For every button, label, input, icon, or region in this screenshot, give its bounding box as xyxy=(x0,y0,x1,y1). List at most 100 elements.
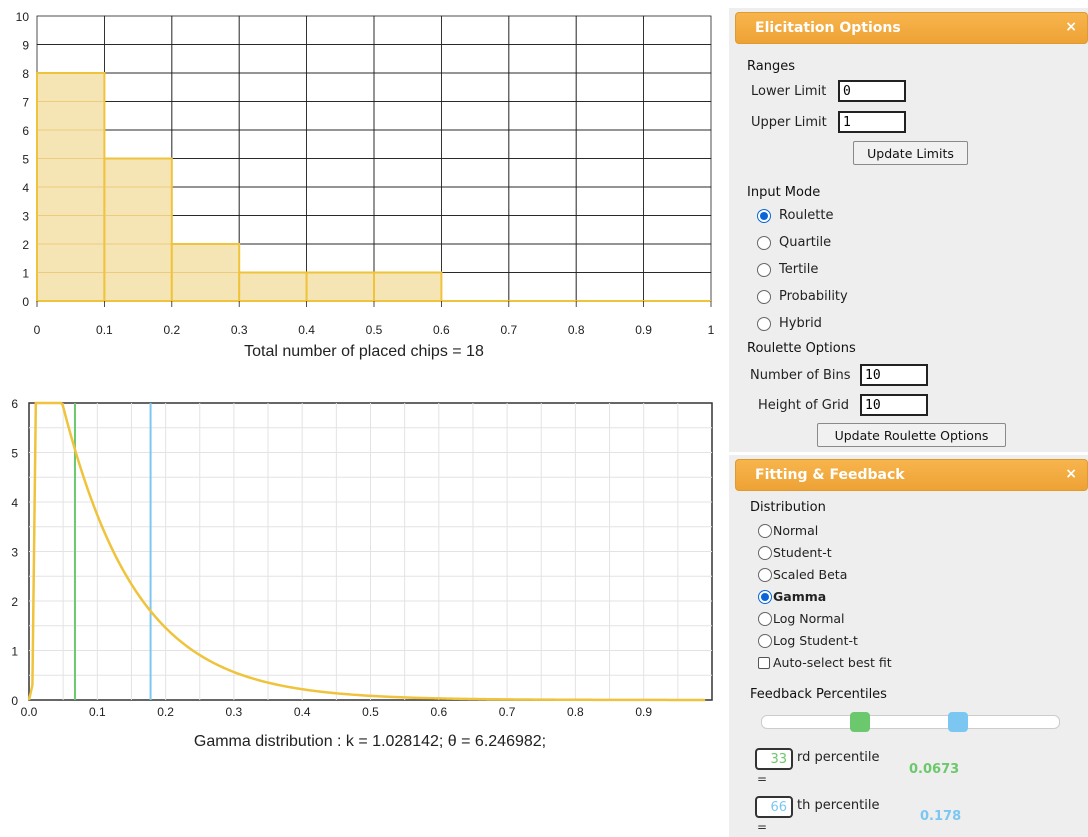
roulette-grid-cell[interactable] xyxy=(508,186,577,216)
roulette-grid-cell[interactable] xyxy=(373,215,442,245)
roulette-grid-cell[interactable] xyxy=(171,44,240,74)
roulette-grid-cell[interactable] xyxy=(440,44,510,74)
roulette-grid-cell[interactable] xyxy=(508,101,577,131)
roulette-grid-cell[interactable] xyxy=(440,243,510,273)
roulette-grid-cell[interactable] xyxy=(306,72,375,102)
roulette-grid-cell[interactable] xyxy=(306,158,375,188)
roulette-grid-cell[interactable] xyxy=(575,129,645,159)
number-of-bins-input[interactable] xyxy=(860,364,928,386)
roulette-grid-cell[interactable] xyxy=(440,15,510,45)
roulette-grid-cell[interactable] xyxy=(373,129,442,159)
roulette-grid-cell[interactable] xyxy=(238,158,307,188)
roulette-grid-cell[interactable] xyxy=(508,272,577,302)
roulette-grid-cell[interactable] xyxy=(575,243,645,273)
roulette-grid-cell[interactable] xyxy=(643,215,712,245)
upper-limit-input[interactable] xyxy=(838,111,906,133)
roulette-grid-cell[interactable] xyxy=(306,101,375,131)
roulette-grid-cell[interactable] xyxy=(643,101,712,131)
roulette-grid-cell[interactable] xyxy=(104,15,173,45)
roulette-grid-cell[interactable] xyxy=(440,272,510,302)
mode-radio-quartile[interactable] xyxy=(757,236,771,250)
roulette-grid-cell[interactable] xyxy=(643,72,712,102)
roulette-grid-cell[interactable] xyxy=(306,186,375,216)
percentile-low-handle[interactable] xyxy=(849,712,870,732)
roulette-grid-cell[interactable] xyxy=(171,215,240,245)
roulette-grid-cell[interactable] xyxy=(575,72,645,102)
percentile-2-input[interactable] xyxy=(755,796,793,818)
roulette-grid-cell[interactable] xyxy=(373,243,442,273)
roulette-grid-cell[interactable] xyxy=(238,72,307,102)
roulette-grid-cell[interactable] xyxy=(171,158,240,188)
roulette-grid-cell[interactable] xyxy=(440,158,510,188)
roulette-grid-cell[interactable] xyxy=(171,72,240,102)
roulette-grid-cell[interactable] xyxy=(373,15,442,45)
roulette-grid-cell[interactable] xyxy=(373,158,442,188)
fitting-feedback-header[interactable]: Fitting & Feedback × xyxy=(735,459,1088,491)
roulette-grid-cell[interactable] xyxy=(171,15,240,45)
mode-radio-probability[interactable] xyxy=(757,290,771,304)
roulette-grid-cell[interactable] xyxy=(508,158,577,188)
roulette-grid-cell[interactable] xyxy=(508,129,577,159)
percentile-1-input[interactable] xyxy=(755,748,793,770)
close-icon[interactable]: × xyxy=(1065,19,1077,35)
roulette-grid-cell[interactable] xyxy=(643,129,712,159)
roulette-grid-cell[interactable] xyxy=(373,72,442,102)
roulette-grid-cell[interactable] xyxy=(238,15,307,45)
roulette-grid-cell[interactable] xyxy=(575,215,645,245)
roulette-grid-cell[interactable] xyxy=(440,215,510,245)
roulette-grid-cell[interactable] xyxy=(238,101,307,131)
roulette-grid-cell[interactable] xyxy=(575,101,645,131)
roulette-grid-cell[interactable] xyxy=(508,15,577,45)
dist-radio-gamma[interactable] xyxy=(758,590,772,604)
roulette-grid-cell[interactable] xyxy=(373,186,442,216)
roulette-grid-cell[interactable] xyxy=(643,158,712,188)
mode-radio-hybrid[interactable] xyxy=(757,317,771,331)
height-of-grid-input[interactable] xyxy=(860,394,928,416)
roulette-grid-cell[interactable] xyxy=(238,44,307,74)
roulette-grid-cell[interactable] xyxy=(508,72,577,102)
elicitation-options-header[interactable]: Elicitation Options × xyxy=(735,12,1088,44)
roulette-grid-cell[interactable] xyxy=(238,215,307,245)
roulette-grid-cell[interactable] xyxy=(643,243,712,273)
roulette-grid-cell[interactable] xyxy=(575,272,645,302)
roulette-grid-cell[interactable] xyxy=(643,186,712,216)
roulette-grid-cell[interactable] xyxy=(373,44,442,74)
roulette-grid-cell[interactable] xyxy=(306,44,375,74)
roulette-grid-cell[interactable] xyxy=(643,15,712,45)
roulette-grid-cell[interactable] xyxy=(508,215,577,245)
roulette-grid-cell[interactable] xyxy=(440,129,510,159)
roulette-grid-cell[interactable] xyxy=(171,101,240,131)
roulette-grid-cell[interactable] xyxy=(508,243,577,273)
roulette-grid-cell[interactable] xyxy=(238,243,307,273)
close-icon[interactable]: × xyxy=(1065,466,1077,482)
mode-radio-tertile[interactable] xyxy=(757,263,771,277)
percentile-high-handle[interactable] xyxy=(948,712,969,732)
roulette-grid-cell[interactable] xyxy=(36,15,105,45)
roulette-grid-cell[interactable] xyxy=(440,72,510,102)
roulette-grid-cell[interactable] xyxy=(306,129,375,159)
roulette-grid-cell[interactable] xyxy=(306,243,375,273)
roulette-grid-cell[interactable] xyxy=(306,15,375,45)
roulette-grid-cell[interactable] xyxy=(171,129,240,159)
roulette-grid-cell[interactable] xyxy=(440,186,510,216)
update-roulette-options-button[interactable]: Update Roulette Options xyxy=(817,423,1006,447)
roulette-grid-cell[interactable] xyxy=(238,186,307,216)
mode-radio-roulette[interactable] xyxy=(757,209,771,223)
roulette-grid-cell[interactable] xyxy=(306,215,375,245)
update-limits-button[interactable]: Update Limits xyxy=(853,141,968,165)
roulette-grid-cell[interactable] xyxy=(238,129,307,159)
dist-radio-student-t[interactable] xyxy=(758,546,772,560)
roulette-grid-cell[interactable] xyxy=(104,101,173,131)
auto-select-checkbox[interactable] xyxy=(758,657,770,669)
roulette-grid-cell[interactable] xyxy=(171,186,240,216)
dist-radio-log-normal[interactable] xyxy=(758,612,772,626)
lower-limit-input[interactable] xyxy=(838,80,906,102)
dist-radio-log-student-t[interactable] xyxy=(758,634,772,648)
roulette-grid-cell[interactable] xyxy=(575,44,645,74)
roulette-grid-cell[interactable] xyxy=(575,186,645,216)
dist-radio-normal[interactable] xyxy=(758,524,772,538)
roulette-chart[interactable]: 0 1 2 3 4 5 6 7 8 9 10 0 0.1 0.2 0.3 0.4 0.5 0.6 0.7 0.8 0.… xyxy=(0,0,720,365)
roulette-grid-cell[interactable] xyxy=(575,15,645,45)
percentile-slider[interactable] xyxy=(761,715,1060,729)
dist-radio-scaled-beta[interactable] xyxy=(758,568,772,582)
